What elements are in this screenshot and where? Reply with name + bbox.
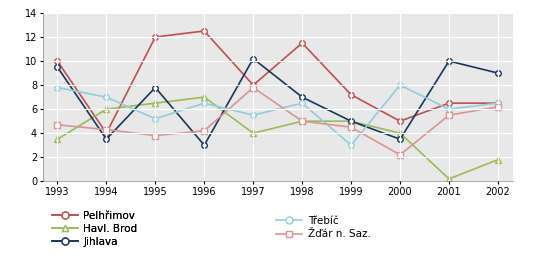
Legend: Pelhřimov, Havl. Brod, Jihlava: Pelhřimov, Havl. Brod, Jihlava	[48, 207, 142, 251]
Legend: Třebíč, Žďár n. Saz.: Třebíč, Žďár n. Saz.	[272, 212, 375, 243]
